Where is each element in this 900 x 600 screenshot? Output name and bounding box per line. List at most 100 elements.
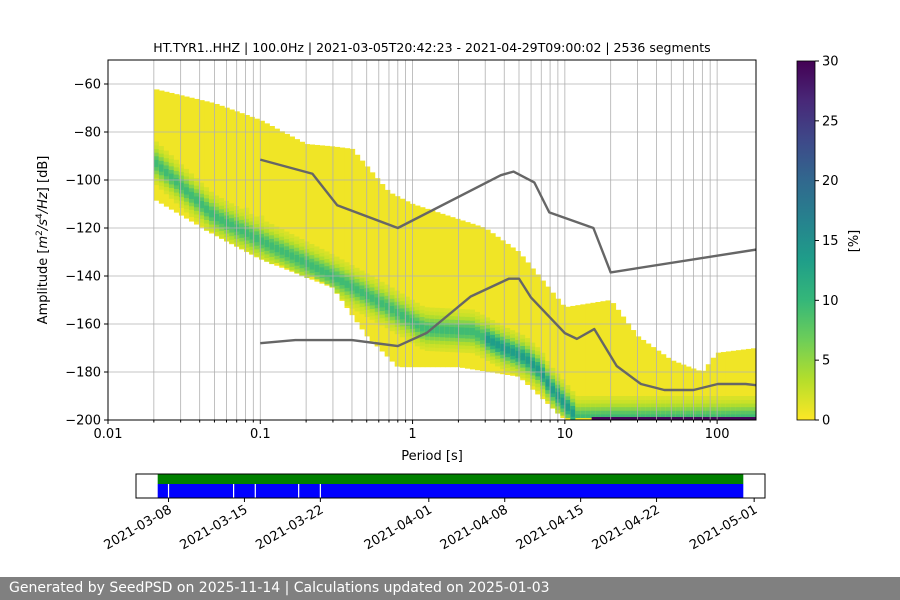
density-cell [334, 289, 341, 294]
density-cell [480, 347, 486, 352]
density-cell [474, 315, 481, 320]
density-cell [153, 166, 160, 171]
density-cell [469, 331, 476, 336]
density-cell [359, 281, 366, 286]
density-cell [314, 268, 321, 273]
density-cell [199, 200, 205, 205]
y-axis-label-part: Hz [36, 191, 51, 209]
density-column [354, 154, 361, 323]
density-cell [535, 350, 541, 355]
density-cell [570, 409, 576, 414]
density-cell [379, 317, 386, 322]
density-cell [525, 348, 531, 353]
density-cell [309, 269, 316, 274]
density-cell [168, 155, 175, 160]
density-cell [635, 399, 642, 404]
density-cell [515, 332, 521, 337]
density-cell [299, 264, 305, 269]
density-cell [474, 333, 481, 338]
density-cell [419, 305, 426, 310]
density-cell [173, 174, 180, 179]
density-cell [449, 330, 456, 335]
density-cell [379, 299, 386, 304]
density-cell [199, 197, 205, 202]
density-cell [625, 414, 632, 418]
density-cell [530, 371, 536, 376]
density-column [424, 208, 431, 368]
density-cell [500, 336, 506, 341]
timeline-tick-label: 2021-05-01 [687, 502, 760, 553]
density-column [605, 300, 612, 420]
density-cell [515, 354, 521, 359]
density-cell [324, 255, 331, 260]
density-cell [309, 247, 316, 252]
density-cell [700, 406, 707, 411]
density-cell [163, 183, 170, 188]
density-cell [158, 167, 165, 172]
density-cell [399, 308, 406, 313]
colorbar-tick-label: 15 [822, 234, 839, 249]
density-cell [640, 414, 647, 418]
density-cell [389, 294, 396, 299]
density-cell [454, 308, 461, 313]
density-column [294, 139, 300, 274]
density-cell [550, 389, 556, 394]
colorbar-tick-label: 25 [822, 114, 839, 129]
density-cell [480, 332, 486, 337]
density-cell [545, 382, 551, 387]
density-cell [314, 253, 321, 258]
density-cell [239, 212, 245, 217]
density-cell [314, 275, 321, 280]
density-cell [344, 294, 351, 299]
density-cell [600, 410, 607, 415]
density-cell [209, 202, 215, 207]
density-cell [414, 309, 421, 314]
density-cell [640, 403, 647, 408]
density-cell [294, 240, 300, 245]
density-cell [319, 252, 326, 257]
density-cell [525, 345, 531, 350]
density-cell [495, 329, 501, 334]
density-cell [710, 406, 717, 411]
density-cell [389, 287, 396, 292]
density-cell [485, 320, 491, 325]
density-cell [334, 278, 341, 283]
density-cell [229, 206, 235, 211]
density-cell [294, 258, 300, 263]
density-cell [374, 307, 381, 312]
density-cell [369, 294, 376, 299]
density-cell [289, 241, 295, 246]
timeline-tick-label: 2021-04-01 [362, 502, 435, 553]
density-cell [254, 241, 260, 246]
density-column [183, 96, 190, 219]
density-cell [630, 399, 637, 404]
density-cell [464, 309, 471, 314]
density-cell [389, 327, 396, 332]
footer-bar: Generated by SeedPSD on 2025-11-14 | Cal… [0, 577, 900, 600]
segments-bar [157, 484, 744, 498]
density-cell [204, 187, 210, 192]
density-cell [379, 307, 386, 312]
density-cell [424, 339, 431, 344]
density-cell [359, 303, 366, 308]
density-cell [515, 361, 521, 366]
density-cell [469, 341, 476, 346]
density-cell [369, 297, 376, 302]
density-cell [480, 336, 486, 341]
density-cell [605, 406, 612, 411]
density-column [485, 229, 491, 372]
density-column [264, 123, 270, 262]
density-cell [550, 375, 556, 380]
density-column [480, 227, 486, 372]
y-tick-label: −200 [65, 414, 101, 429]
density-cell [735, 403, 742, 408]
density-cell [600, 414, 607, 418]
density-cell [249, 246, 255, 251]
density-cell [454, 337, 461, 342]
density-cell [339, 263, 346, 268]
y-axis-label-part: 4 [35, 213, 45, 219]
density-cell [264, 225, 270, 230]
density-cell [429, 332, 436, 337]
density-cell [279, 247, 285, 252]
density-cell [239, 223, 245, 228]
